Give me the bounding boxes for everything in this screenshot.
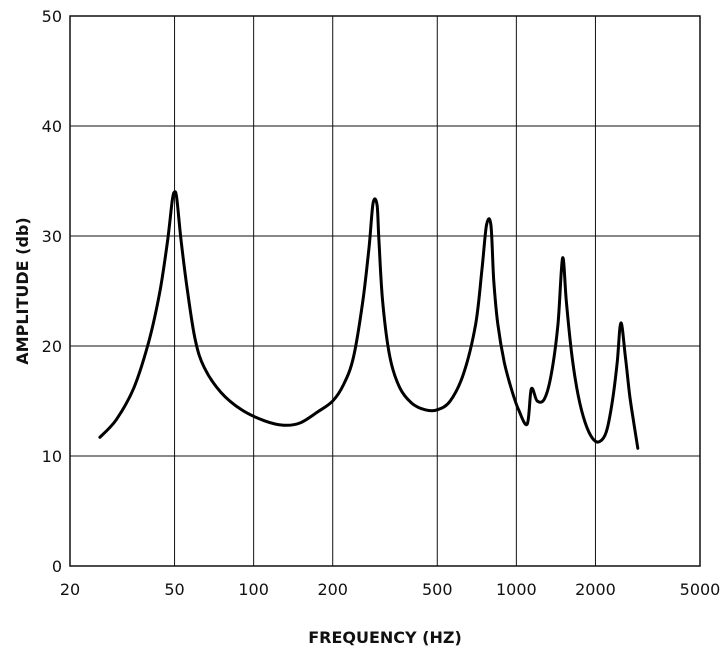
y-tick-label: 20 <box>42 337 62 356</box>
y-axis-label: AMPLITUDE (db) <box>13 217 32 364</box>
y-tick-label: 40 <box>42 117 62 136</box>
x-tick-label: 200 <box>317 580 348 599</box>
x-axis-label: FREQUENCY (HZ) <box>308 628 462 647</box>
y-tick-label: 30 <box>42 227 62 246</box>
x-tick-label: 100 <box>238 580 269 599</box>
x-tick-label: 1000 <box>496 580 537 599</box>
x-tick-label: 500 <box>422 580 453 599</box>
y-tick-label: 50 <box>42 7 62 26</box>
y-tick-labels: 0 10 20 30 40 50 <box>42 7 62 576</box>
plot-frame <box>69 15 701 567</box>
y-tick-label: 0 <box>52 557 62 576</box>
grid <box>69 15 701 567</box>
series-line <box>98 190 640 450</box>
y-tick-label: 10 <box>42 447 62 466</box>
x-tick-label: 20 <box>60 580 80 599</box>
x-tick-label: 2000 <box>575 580 616 599</box>
x-tick-label: 5000 <box>680 580 721 599</box>
x-tick-label: 50 <box>164 580 184 599</box>
x-tick-labels: 20 50 100 200 500 1000 2000 5000 <box>60 580 721 599</box>
